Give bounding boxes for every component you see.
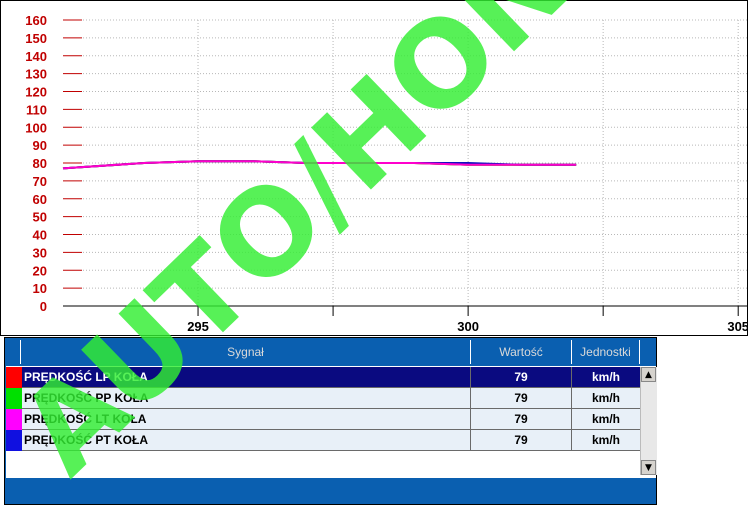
y-tick-label: 80 [33,156,47,171]
signal-name: PRĘDKOŚĆ LT KOŁA [23,409,471,429]
series-line [62,160,577,170]
x-tick-label: 295 [187,319,209,334]
header-units[interactable]: Jednostki [572,340,640,364]
signal-unit: km/h [591,370,620,384]
scroll-up-icon[interactable]: ▲ [641,367,656,382]
y-tick-label: 140 [25,49,47,64]
signal-value: 79 [471,430,572,450]
table-row[interactable]: PRĘDKOŚĆ PT KOŁA 79 km/h [6,430,640,451]
x-tick-label: 305 [727,319,748,334]
header-color-col [5,340,21,364]
table-footer [5,478,656,504]
y-tick-label: 60 [33,192,47,207]
signal-name: PRĘDKOŚĆ PT KOŁA [23,430,471,450]
y-tick-label: 50 [33,210,47,225]
color-swatch [6,388,22,409]
y-tick-label: 150 [25,31,47,46]
signal-table: Sygnał Wartość Jednostki PRĘDKOŚĆ LP KOŁ… [4,337,657,505]
scroll-down-icon[interactable]: ▼ [641,460,656,475]
signal-unit: km/h [591,391,620,405]
color-swatch [6,409,22,430]
color-swatch [6,430,22,451]
vertical-scrollbar[interactable]: ▲ ▼ [640,367,657,475]
y-tick-label: 100 [25,120,47,135]
y-tick-label: 10 [33,281,47,296]
header-value[interactable]: Wartość [471,340,572,364]
signal-value: 79 [471,367,572,387]
signal-name: PRĘDKOŚĆ LP KOŁA [23,367,471,387]
table-row[interactable]: PRĘDKOŚĆ PP KOŁA 79 km/h [6,388,640,409]
table-row[interactable]: PRĘDKOŚĆ LT KOŁA 79 km/h [6,409,640,430]
color-swatch [6,367,22,388]
y-tick-label: 20 [33,263,47,278]
y-tick-label: 120 [25,85,47,100]
x-tick-label: 300 [457,319,479,334]
signal-chart: 0 10 20 30 40 50 60 70 80 90 100 110 120 130 140 150 160… [0,0,748,336]
signal-name: PRĘDKOŚĆ PP KOŁA [23,388,471,408]
header-signal[interactable]: Sygnał [21,340,471,364]
chart-svg: 0 10 20 30 40 50 60 70 80 90 100 110 120 130 140 150 160… [25,13,748,334]
y-tick-label: 130 [25,67,47,82]
y-tick-label: 90 [33,138,47,153]
table-row[interactable]: PRĘDKOŚĆ LP KOŁA 79 km/h [6,367,640,388]
signal-unit: km/h [591,412,620,426]
signal-value: 79 [471,409,572,429]
signal-value: 79 [471,388,572,408]
table-body: PRĘDKOŚĆ LP KOŁA 79 km/h PRĘDKOŚĆ PP KOŁ… [6,366,657,478]
y-tick-label: 40 [33,228,47,243]
y-tick-label: 110 [26,102,47,117]
table-header: Sygnał Wartość Jednostki [5,338,657,366]
signal-unit: km/h [591,433,620,447]
y-tick-label: 30 [33,245,47,260]
y-tick-label: 160 [25,13,47,28]
y-tick-label: 70 [33,174,47,189]
y-tick-label: 0 [40,299,47,314]
